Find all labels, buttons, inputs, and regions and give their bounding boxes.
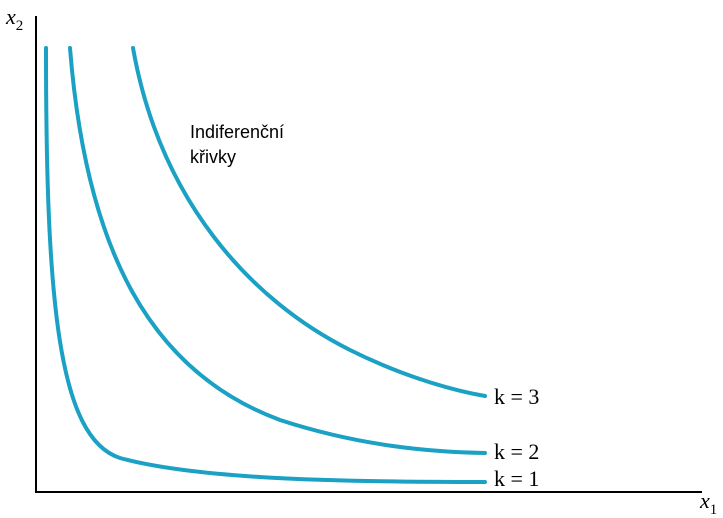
y-axis-label: x2	[5, 4, 23, 34]
y-axis-sub: 2	[16, 18, 24, 34]
x-axis-label: x1	[699, 488, 717, 518]
curve-k2	[68, 46, 487, 455]
curve-k3	[131, 46, 487, 398]
x-axis-var: x	[699, 488, 710, 513]
annotation-line: křivky	[190, 147, 236, 167]
annotation-line: Indiferenční	[190, 122, 284, 142]
curve-label: k = 1	[494, 466, 539, 491]
curve-k1	[44, 46, 487, 484]
y-axis-var: x	[5, 4, 16, 29]
curve-label: k = 2	[494, 439, 539, 464]
axes	[35, 16, 702, 493]
curve-label: k = 3	[494, 384, 539, 409]
x-axis-sub: 1	[710, 502, 718, 518]
